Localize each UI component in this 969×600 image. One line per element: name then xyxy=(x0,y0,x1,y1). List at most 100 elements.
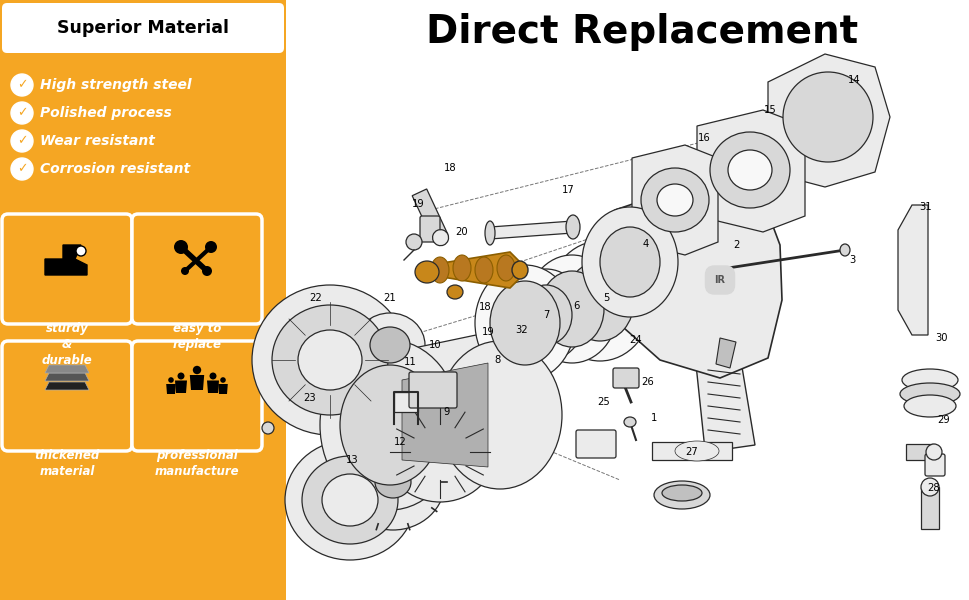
Ellipse shape xyxy=(285,440,415,560)
Circle shape xyxy=(209,373,216,379)
Bar xyxy=(0,0,286,600)
Text: 29: 29 xyxy=(937,415,950,425)
FancyBboxPatch shape xyxy=(132,341,262,451)
Ellipse shape xyxy=(566,261,634,341)
Ellipse shape xyxy=(355,313,424,377)
Circle shape xyxy=(262,422,273,434)
Text: 12: 12 xyxy=(393,437,406,447)
Ellipse shape xyxy=(489,281,559,365)
Text: professional
manufacture: professional manufacture xyxy=(154,449,239,478)
Ellipse shape xyxy=(925,444,941,460)
Text: easy to
replace: easy to replace xyxy=(172,322,221,351)
Bar xyxy=(286,0,969,600)
Text: 24: 24 xyxy=(629,335,641,345)
Text: 28: 28 xyxy=(926,483,939,493)
Circle shape xyxy=(11,102,33,124)
Text: 2: 2 xyxy=(732,240,738,250)
Text: 19: 19 xyxy=(411,199,423,209)
Text: Superior Material: Superior Material xyxy=(57,19,229,37)
FancyBboxPatch shape xyxy=(2,214,132,324)
Text: 32: 32 xyxy=(516,325,528,335)
Ellipse shape xyxy=(432,230,448,245)
Ellipse shape xyxy=(519,285,572,345)
Circle shape xyxy=(168,377,173,383)
FancyBboxPatch shape xyxy=(409,372,456,408)
Ellipse shape xyxy=(653,481,709,509)
Polygon shape xyxy=(190,375,204,390)
FancyBboxPatch shape xyxy=(132,214,262,324)
Ellipse shape xyxy=(903,395,955,417)
Polygon shape xyxy=(174,380,187,393)
Ellipse shape xyxy=(566,215,579,239)
Text: 19: 19 xyxy=(482,327,494,337)
Text: 7: 7 xyxy=(543,310,548,320)
Circle shape xyxy=(11,130,33,152)
Polygon shape xyxy=(390,330,499,497)
Polygon shape xyxy=(489,221,573,239)
Circle shape xyxy=(11,158,33,180)
Text: 25: 25 xyxy=(597,397,610,407)
Circle shape xyxy=(76,246,86,256)
Text: 6: 6 xyxy=(573,301,578,311)
FancyBboxPatch shape xyxy=(612,368,639,388)
Ellipse shape xyxy=(415,261,439,283)
Polygon shape xyxy=(401,363,487,467)
Circle shape xyxy=(220,377,226,383)
Text: ✓: ✓ xyxy=(16,134,27,148)
Ellipse shape xyxy=(423,264,435,276)
FancyBboxPatch shape xyxy=(2,3,284,53)
Polygon shape xyxy=(429,252,519,288)
Text: ✓: ✓ xyxy=(16,163,27,175)
Text: 21: 21 xyxy=(383,293,396,303)
Polygon shape xyxy=(632,145,717,255)
Ellipse shape xyxy=(496,255,515,281)
FancyBboxPatch shape xyxy=(924,454,944,476)
Text: 31: 31 xyxy=(919,202,931,212)
Polygon shape xyxy=(897,205,927,335)
Ellipse shape xyxy=(920,478,938,496)
Text: 3: 3 xyxy=(848,255,855,265)
Text: IR: IR xyxy=(714,275,725,285)
Ellipse shape xyxy=(709,132,789,208)
Polygon shape xyxy=(905,444,933,460)
FancyBboxPatch shape xyxy=(576,430,615,458)
Ellipse shape xyxy=(453,255,471,281)
Polygon shape xyxy=(45,373,89,381)
Circle shape xyxy=(193,366,201,374)
Polygon shape xyxy=(45,382,89,390)
Text: 27: 27 xyxy=(685,447,698,457)
Text: 8: 8 xyxy=(494,355,501,365)
Ellipse shape xyxy=(430,257,449,283)
Text: 11: 11 xyxy=(403,357,416,367)
Ellipse shape xyxy=(641,168,708,232)
Text: 26: 26 xyxy=(641,377,654,387)
Ellipse shape xyxy=(728,150,771,190)
Ellipse shape xyxy=(369,327,410,363)
Polygon shape xyxy=(920,487,938,529)
Ellipse shape xyxy=(656,184,692,216)
Ellipse shape xyxy=(901,369,957,391)
Ellipse shape xyxy=(341,434,445,530)
Ellipse shape xyxy=(475,265,575,381)
Polygon shape xyxy=(412,189,448,241)
Circle shape xyxy=(177,373,184,379)
Text: 18: 18 xyxy=(443,163,455,173)
Polygon shape xyxy=(694,340,754,450)
Ellipse shape xyxy=(340,365,440,485)
Ellipse shape xyxy=(782,72,872,162)
Ellipse shape xyxy=(525,255,617,363)
Text: 9: 9 xyxy=(444,407,450,417)
Text: 23: 23 xyxy=(303,393,316,403)
Text: 18: 18 xyxy=(478,302,491,312)
Circle shape xyxy=(204,241,217,253)
Polygon shape xyxy=(45,365,89,373)
Text: 10: 10 xyxy=(428,340,441,350)
Circle shape xyxy=(181,267,189,275)
Polygon shape xyxy=(697,110,804,232)
Ellipse shape xyxy=(600,227,659,297)
Ellipse shape xyxy=(547,241,651,361)
Polygon shape xyxy=(715,338,735,368)
Text: Direct Replacement: Direct Replacement xyxy=(425,13,857,51)
Circle shape xyxy=(406,234,422,250)
Polygon shape xyxy=(218,384,228,394)
